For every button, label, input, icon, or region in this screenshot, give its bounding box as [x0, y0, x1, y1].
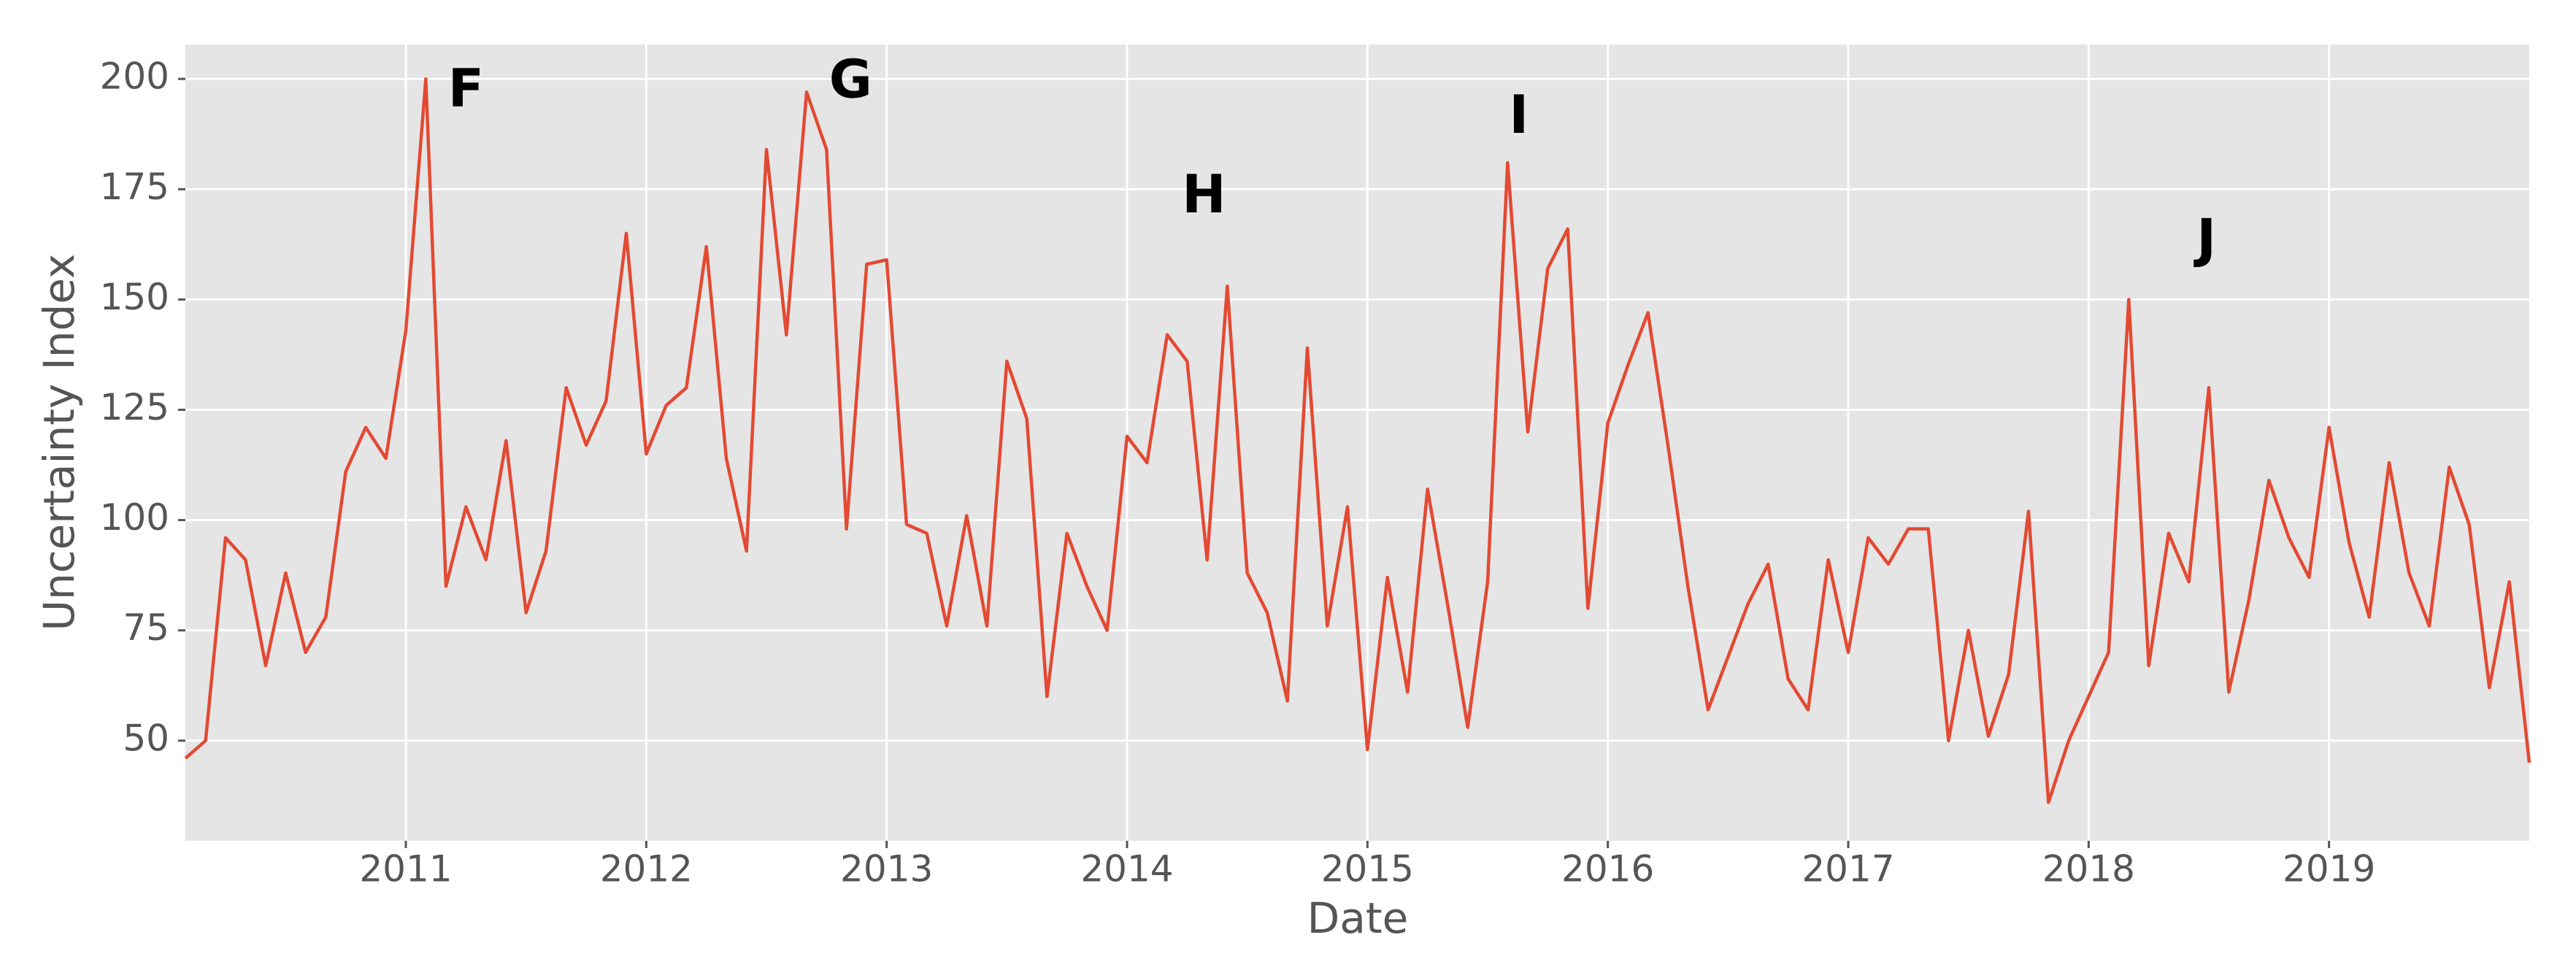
y-tick-label: 175 [100, 166, 169, 208]
x-tick-label: 2011 [359, 848, 452, 890]
y-tick-label: 150 [100, 276, 169, 318]
annotation: J [2193, 207, 2216, 269]
x-tick-label: 2016 [1561, 848, 1654, 890]
y-tick-label: 125 [100, 386, 169, 428]
grid [178, 45, 2529, 848]
y-tick-label: 100 [100, 496, 169, 539]
x-tick-label: 2015 [1321, 848, 1414, 890]
x-tick-label: 2013 [840, 848, 933, 890]
y-tick-label: 200 [100, 55, 169, 98]
data-line [184, 77, 2531, 804]
x-tick-label: 2014 [1080, 848, 1173, 890]
annotation: F [448, 58, 484, 119]
annotation: I [1509, 84, 1529, 145]
annotation: H [1182, 163, 1226, 225]
x-axis-label: Date [1307, 893, 1409, 943]
x-tick-label: 2018 [2042, 848, 2135, 890]
plot-area [185, 45, 2529, 841]
y-tick-label: 75 [123, 607, 169, 649]
x-tick-label: 2017 [1802, 848, 1894, 890]
marks [184, 77, 2531, 804]
x-tick-label: 2012 [600, 848, 693, 890]
y-axis-label: Uncertainty Index [34, 254, 84, 631]
x-tick-label: 2019 [2283, 848, 2375, 890]
annotation: G [829, 49, 872, 110]
y-tick-label: 50 [123, 717, 169, 759]
